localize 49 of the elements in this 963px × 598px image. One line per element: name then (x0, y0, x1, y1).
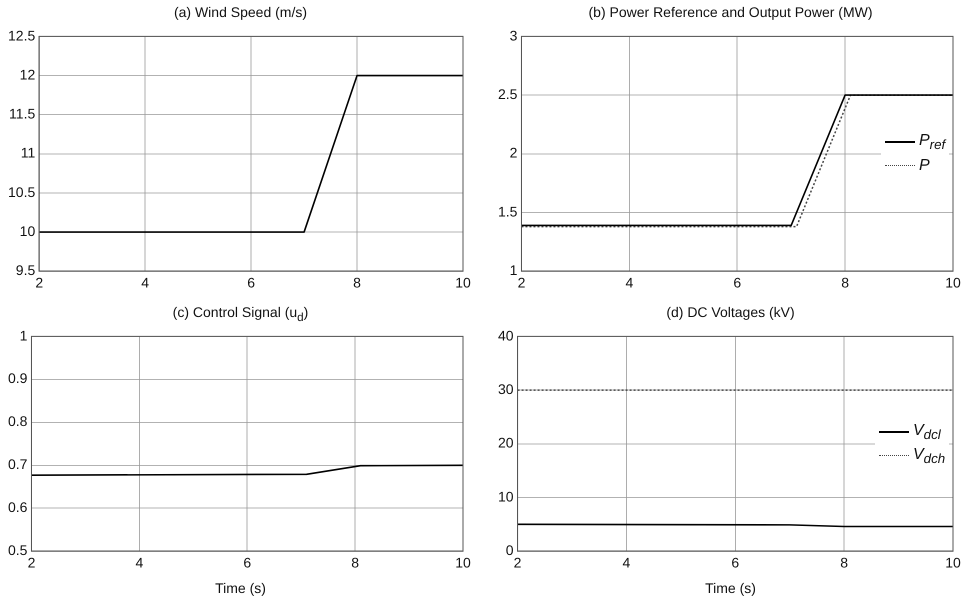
y-tick-label: 11 (20, 144, 36, 161)
x-tick-label: 8 (841, 274, 850, 290)
y-tick-label: 12 (20, 66, 36, 82)
y-tick-label: 20 (498, 434, 514, 451)
y-tick-label: 1 (20, 327, 28, 344)
y-tick-label: 1 (510, 262, 518, 278)
legend-label: V$_{dch}$ (913, 446, 946, 466)
x-tick-label: 10 (945, 554, 961, 570)
y-tick-label: 2.5 (498, 86, 518, 102)
chart-title: (d) DC Voltages (kV) (665, 304, 796, 320)
x-axis-title: Time (s) (704, 580, 757, 596)
y-tick-label: 11.5 (9, 106, 36, 122)
x-tick-label: 8 (351, 554, 360, 570)
x-tick-label: 6 (731, 554, 740, 570)
chart-title: (a) Wind Speed (m/s) (172, 4, 308, 20)
x-tick-label: 4 (141, 274, 150, 290)
x-tick-label: 4 (625, 274, 634, 290)
x-tick-label: 4 (135, 554, 144, 570)
y-tick-label: 3 (510, 27, 518, 44)
y-tick-label: 10 (498, 488, 514, 504)
y-tick-label: 0.6 (8, 499, 28, 516)
legend-label: P$_{ref}$ (919, 132, 946, 152)
x-tick-label: 8 (353, 274, 362, 290)
y-tick-label: 0.7 (8, 456, 28, 472)
x-tick-label: 10 (455, 554, 471, 570)
x-axis-title: Time (s) (214, 580, 267, 596)
y-tick-label: 2 (510, 144, 518, 161)
y-tick-label: 10 (20, 222, 36, 239)
y-tick-label: 30 (498, 380, 514, 397)
x-tick-label: 4 (622, 554, 631, 570)
y-tick-label: 40 (498, 327, 514, 344)
y-tick-label: 0.8 (8, 413, 28, 430)
chart-title: (c) Control Signal (u$_{d}$) (172, 304, 310, 324)
y-tick-label: 1.5 (498, 203, 518, 220)
x-tick-label: 6 (243, 554, 252, 570)
y-tick-label: 9.5 (16, 262, 36, 278)
y-tick-label: 0.5 (8, 542, 28, 558)
x-tick-label: 10 (455, 274, 471, 290)
x-tick-label: 6 (247, 274, 256, 290)
y-tick-label: 10.5 (8, 184, 36, 200)
x-tick-label: 6 (733, 274, 742, 290)
x-tick-label: 10 (945, 274, 961, 290)
legend-label: V$_{dcl}$ (913, 422, 941, 442)
x-tick-label: 8 (840, 554, 848, 570)
y-tick-label: 0 (506, 542, 514, 558)
chart-title: (b) Power Reference and Output Power (MW) (588, 4, 874, 20)
y-tick-label: 0.9 (8, 370, 28, 386)
y-tick-label: 12.5 (8, 27, 36, 44)
legend-label: P (919, 156, 930, 175)
